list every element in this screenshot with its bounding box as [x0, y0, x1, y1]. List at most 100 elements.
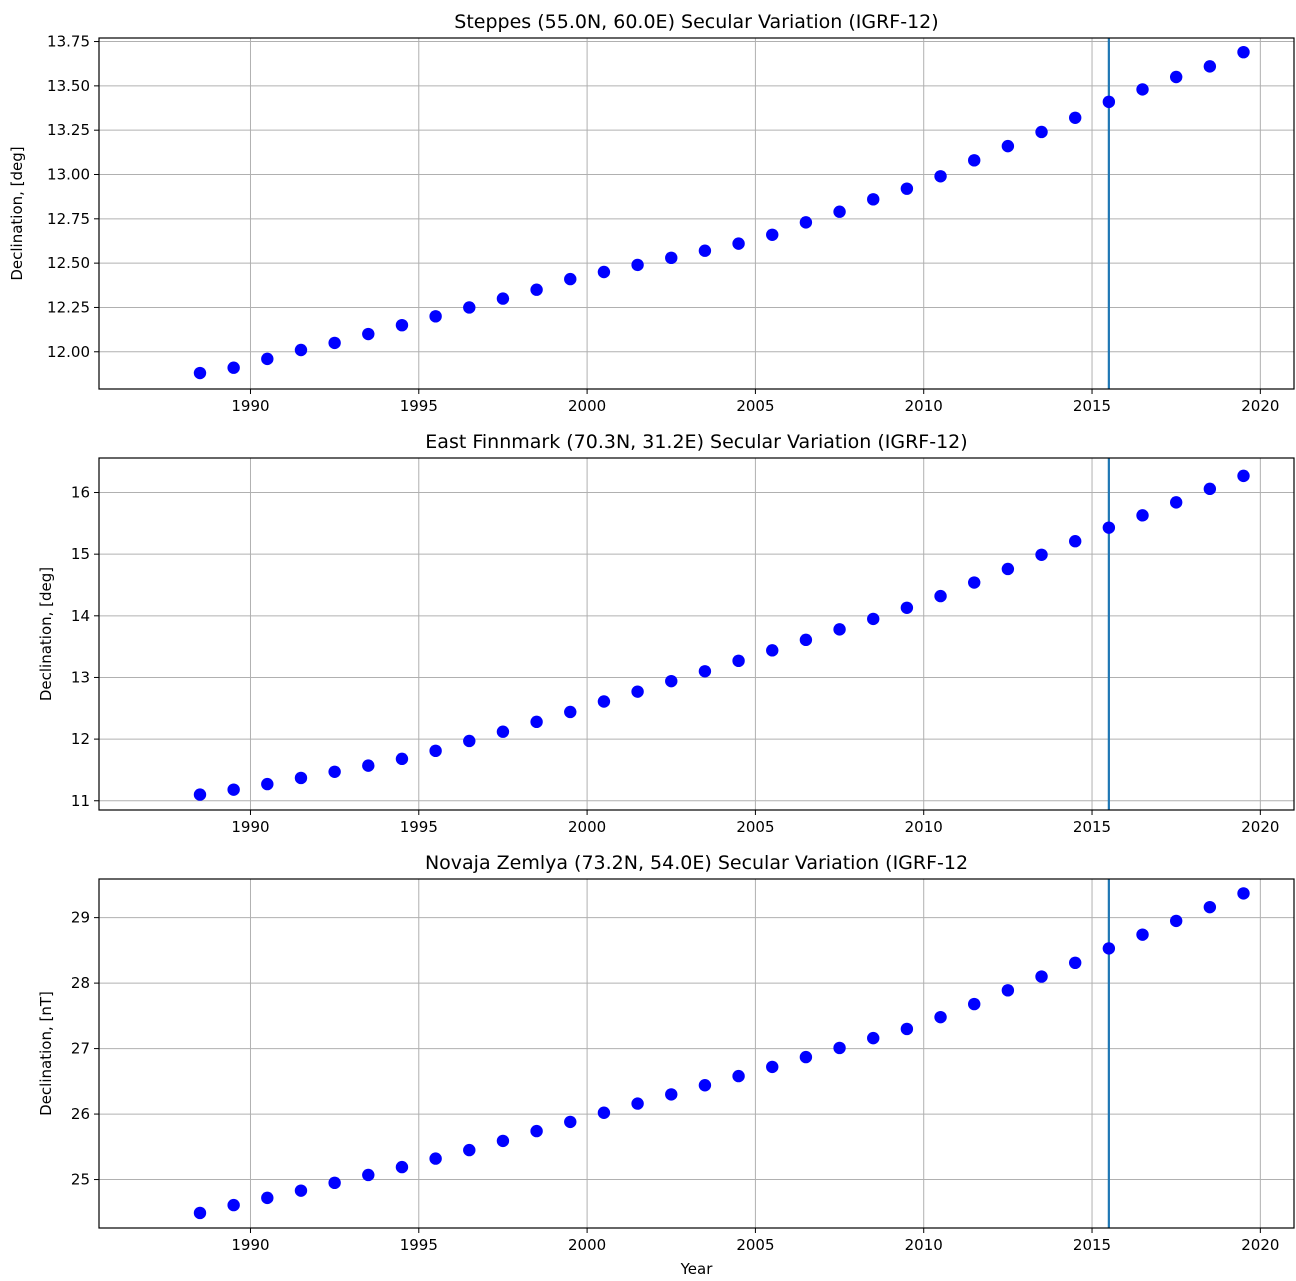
- data-point: [1136, 83, 1149, 96]
- data-point: [1203, 900, 1217, 914]
- x-tick-label: 1995: [400, 1236, 438, 1254]
- data-point: [934, 170, 947, 183]
- data-point: [362, 1168, 375, 1182]
- data-point: [900, 182, 914, 195]
- x-tick-label: 2010: [905, 397, 943, 415]
- data-point: [665, 1088, 678, 1101]
- x-tick-label: 1990: [231, 818, 269, 836]
- axes-frame: [98, 878, 1295, 1229]
- data-point: [1001, 984, 1015, 997]
- y-tick-label: 12.25: [47, 298, 90, 316]
- chart-east-finnmark: 1990 1995 2000 2005 2010 2015 2020 11 12 13 14 15 16…: [37, 431, 1295, 836]
- y-tick-label: 14: [71, 607, 90, 625]
- data-point: [193, 788, 207, 801]
- data-point: [564, 1115, 577, 1129]
- data-point: [597, 265, 611, 279]
- x-tick-label: 2000: [568, 818, 606, 836]
- data-series: [193, 45, 1250, 380]
- data-point: [328, 765, 341, 778]
- data-point: [294, 1184, 308, 1197]
- x-tick-label: 2010: [905, 818, 943, 836]
- data-point: [698, 665, 712, 678]
- data-point: [1237, 887, 1250, 900]
- data-point: [530, 715, 543, 729]
- data-point: [732, 1069, 745, 1083]
- chart-novaja-zemlya: 1990 1995 2000 2005 2010 2015 2020 25 26 27 28 29 No…: [37, 852, 1295, 1254]
- data-point: [395, 752, 409, 766]
- data-point: [766, 1060, 779, 1074]
- data-point: [227, 361, 240, 374]
- data-point: [1035, 125, 1048, 139]
- data-point: [698, 244, 712, 257]
- data-point: [665, 251, 678, 265]
- data-point: [193, 1206, 207, 1220]
- x-tick-label: 2015: [1073, 1236, 1111, 1254]
- x-tick-label: 2000: [568, 1236, 606, 1254]
- data-point: [968, 997, 981, 1011]
- plot-area: [99, 38, 1294, 389]
- y-tick-label: 29: [71, 909, 90, 927]
- data-point: [1001, 139, 1015, 153]
- x-tick-label: 1990: [231, 397, 269, 415]
- x-tick-label: 2015: [1073, 818, 1111, 836]
- data-point: [968, 154, 981, 167]
- x-tick-label: 2010: [905, 1236, 943, 1254]
- data-series: [193, 469, 1250, 801]
- data-point: [530, 1124, 543, 1138]
- x-tick-label: 2005: [736, 1236, 774, 1254]
- data-point: [597, 1106, 611, 1119]
- data-point: [261, 777, 274, 791]
- x-tick-label: 2005: [736, 818, 774, 836]
- data-point: [395, 1160, 409, 1174]
- data-point: [294, 343, 308, 357]
- data-point: [631, 685, 644, 698]
- data-point: [799, 633, 813, 647]
- data-point: [766, 228, 779, 241]
- data-point: [867, 193, 880, 206]
- y-tick-label: 12.00: [47, 343, 90, 361]
- data-point: [1068, 956, 1082, 970]
- data-point: [968, 576, 981, 589]
- data-point: [1001, 562, 1015, 576]
- data-point: [362, 327, 375, 341]
- y-tick-label: 13.25: [47, 121, 90, 139]
- data-point: [564, 705, 577, 719]
- data-point: [429, 1152, 442, 1165]
- data-point: [867, 612, 880, 626]
- y-tick-label: 15: [71, 545, 90, 563]
- data-point: [732, 654, 745, 668]
- grid: [99, 879, 1294, 1228]
- data-point: [463, 1143, 476, 1157]
- y-tick-label: 13: [71, 668, 90, 686]
- data-point: [1068, 111, 1082, 124]
- data-point: [564, 272, 577, 286]
- chart-title: Steppes (55.0N, 60.0E) Secular Variation…: [454, 11, 938, 33]
- data-point: [1203, 482, 1217, 496]
- data-point: [429, 744, 442, 758]
- data-point: [463, 301, 476, 314]
- data-point: [496, 292, 510, 305]
- y-tick-label: 12.50: [47, 254, 90, 272]
- y-axis-label: Declination, [deg]: [37, 567, 55, 701]
- y-tick-label: 13.00: [47, 166, 90, 184]
- data-point: [496, 725, 510, 738]
- data-point: [1169, 914, 1183, 928]
- data-point: [1035, 970, 1048, 983]
- plot-area: [99, 879, 1294, 1228]
- data-point: [597, 695, 611, 708]
- data-point: [1203, 60, 1217, 73]
- y-tick-label: 12.75: [47, 210, 90, 228]
- data-point: [799, 216, 813, 229]
- y-tick-label: 28: [71, 974, 90, 992]
- data-point: [193, 366, 207, 380]
- x-axis-label: Year: [680, 1260, 714, 1278]
- x-tick-label: 2015: [1073, 397, 1111, 415]
- data-point: [463, 734, 476, 748]
- plot-area: [99, 458, 1294, 810]
- axes-frame: [98, 457, 1295, 811]
- y-tick-label: 16: [71, 484, 90, 502]
- data-point: [1102, 521, 1116, 534]
- data-point: [1237, 469, 1250, 483]
- data-point: [900, 601, 914, 615]
- data-point: [1102, 95, 1116, 109]
